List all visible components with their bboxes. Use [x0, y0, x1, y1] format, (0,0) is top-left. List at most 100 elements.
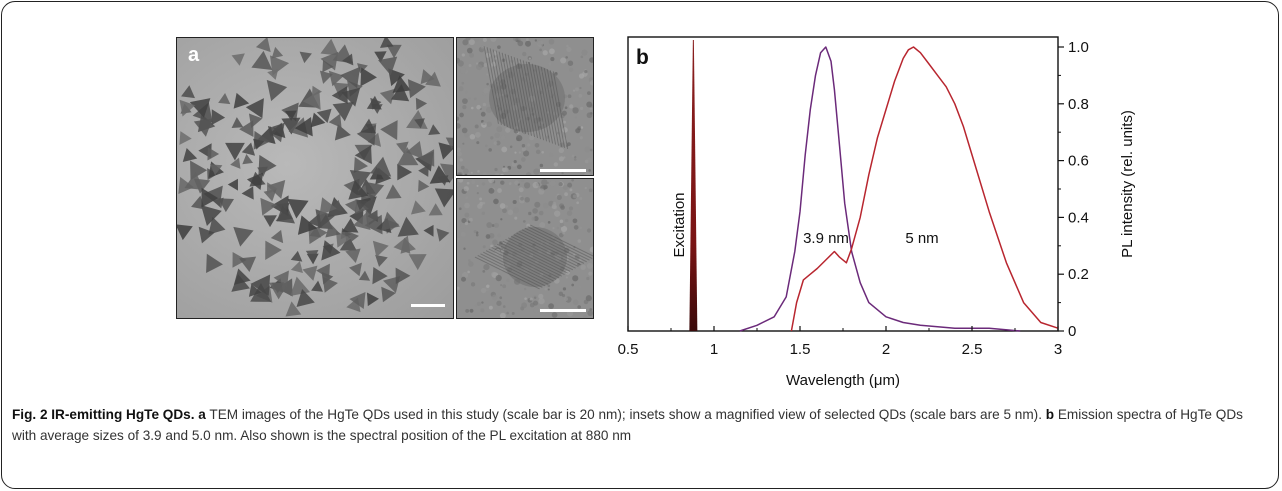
lattice-fringe [504, 53, 520, 132]
tem-particle [319, 197, 337, 216]
lattice-fringe [485, 250, 551, 284]
tem-noise [457, 237, 461, 243]
tem-noise [585, 295, 592, 302]
tem-noise [534, 201, 541, 208]
tem-noise [460, 223, 467, 229]
tem-particle [397, 163, 413, 181]
tem-noise [457, 173, 463, 175]
tem-noise [566, 210, 573, 216]
tem-particle [440, 163, 453, 184]
tem-noise [457, 116, 460, 121]
tem-noise [567, 94, 572, 99]
tem-noise [589, 57, 593, 63]
tem-noise [499, 203, 506, 209]
tem-noise [490, 38, 497, 43]
tem-noise [573, 225, 579, 230]
tem-noise [507, 209, 514, 216]
tem-particle [372, 240, 389, 258]
series-line-5-nm [790, 46, 1059, 332]
tem-particle [200, 205, 222, 226]
tem-noise [477, 203, 483, 209]
tem-particle [445, 137, 453, 150]
tem-noise [548, 303, 554, 310]
tem-particle [233, 226, 254, 247]
tem-noise [496, 126, 503, 133]
tem-noise [481, 211, 485, 215]
tem-particle [201, 187, 219, 208]
tem-particle [311, 280, 323, 292]
tem-noise [579, 136, 583, 140]
tem-noise [462, 98, 468, 104]
tem-noise [462, 39, 469, 46]
tem-noise [533, 296, 537, 299]
tem-noise [572, 299, 579, 306]
tem-noise [529, 135, 535, 141]
tem-noise [476, 62, 479, 65]
tem-noise [457, 147, 461, 153]
tem-noise [571, 179, 574, 182]
tem-noise [589, 80, 593, 86]
lattice-fringe [502, 240, 568, 274]
tem-noise [506, 311, 509, 315]
tem-noise [521, 147, 526, 152]
tem-noise [566, 272, 570, 275]
tem-noise [469, 134, 476, 140]
tem-noise [482, 38, 488, 42]
tem-noise [457, 60, 464, 67]
tem-noise [528, 211, 532, 216]
tem-noise [492, 239, 498, 245]
tem-noise [500, 218, 503, 221]
tem-noise [511, 312, 515, 315]
tem-particle [366, 95, 382, 110]
tem-noise [541, 150, 545, 154]
tem-noise [491, 224, 495, 227]
tem-noise [558, 182, 563, 187]
tem-particle [287, 198, 309, 219]
caption-a-text: TEM images of the HgTe QDs used in this … [209, 407, 1042, 422]
tem-particle [242, 154, 254, 165]
tem-noise [547, 221, 551, 224]
tem-noise [468, 259, 471, 262]
lattice-fringe [510, 235, 576, 269]
tem-noise [466, 47, 473, 54]
tem-noise [514, 151, 517, 154]
tem-noise [581, 49, 588, 56]
tem-noise [465, 309, 470, 313]
tem-noise [563, 120, 567, 124]
tem-noise [513, 38, 518, 42]
y-tick-label: 0 [1068, 323, 1076, 340]
tem-noise [539, 222, 546, 228]
lattice-fringe [516, 58, 533, 136]
tem-particle [299, 51, 312, 64]
tem-noise [474, 304, 478, 307]
tem-noise [546, 135, 550, 139]
scale-bar-main [411, 304, 445, 307]
tem-noise [579, 197, 583, 200]
caption-a-label: a [198, 407, 206, 422]
excitation-annotation: Excitation [671, 192, 688, 257]
tem-noise [567, 60, 574, 66]
tem-noise [502, 165, 506, 168]
tem-noise [482, 102, 487, 107]
tem-particle [257, 166, 268, 177]
tem-particle [344, 199, 358, 213]
tem-noise [562, 127, 568, 133]
tem-noise [483, 62, 488, 68]
tem-particle [325, 222, 341, 238]
tem-noise [522, 220, 526, 223]
tem-noise [463, 168, 469, 174]
tem-noise [565, 276, 568, 279]
tem-noise [560, 225, 568, 233]
tem-noise [502, 305, 506, 308]
tem-noise [578, 285, 582, 288]
tem-noise [564, 106, 568, 110]
tem-noise [552, 227, 555, 230]
tem-noise [553, 210, 561, 217]
tem-noise [481, 301, 484, 304]
tem-noise [512, 207, 519, 214]
tem-noise [504, 167, 509, 173]
tem-noise [500, 180, 505, 185]
tem-noise [562, 185, 568, 191]
tem-noise [457, 123, 461, 129]
